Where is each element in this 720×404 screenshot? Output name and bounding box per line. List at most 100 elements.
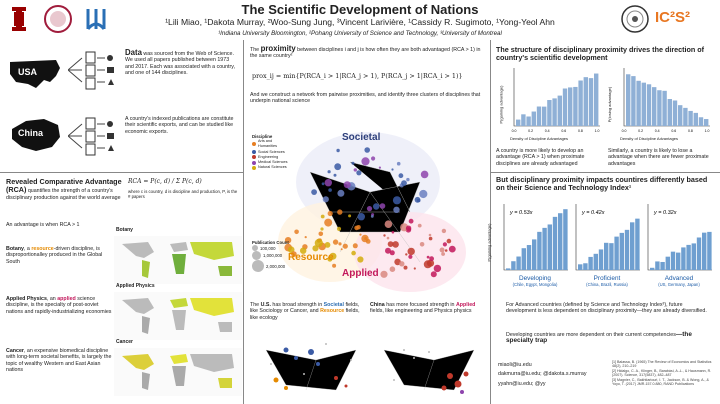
network-node (348, 214, 352, 218)
references: [1] Balassa, B. (1965) The Review of Eco… (612, 360, 716, 386)
impact-bar (583, 263, 588, 270)
hist-bar (552, 98, 557, 126)
hist-bar (704, 119, 709, 126)
network-node (419, 242, 425, 247)
hist-bar (573, 86, 578, 126)
china-map-icon (12, 119, 60, 151)
network-node (318, 231, 324, 237)
network-node (391, 168, 394, 171)
usa-label: USA (18, 67, 38, 77)
impact-panel-proficient: y = 0.42x Proficient (China, Brazil, Russi… (572, 200, 642, 296)
network-node (416, 198, 421, 203)
network-node (403, 265, 408, 270)
impact-bar (670, 251, 676, 270)
impact-bar (521, 248, 526, 270)
hist-bar (641, 82, 646, 126)
network-node (364, 147, 370, 153)
network-node (314, 238, 323, 248)
hist-xtick: 0.2 (638, 129, 643, 133)
impact-bar (516, 256, 521, 270)
map-label-physics: Applied Physics (116, 283, 155, 289)
botany-text: Botany, a resource-driven discipline, is… (6, 246, 103, 265)
network-node (413, 267, 416, 270)
legend-label: Social Sciences (258, 149, 285, 154)
network-node (380, 270, 388, 278)
proximity-definition: The proximity between disciplines i and … (250, 44, 481, 60)
hist-bar (662, 90, 667, 126)
network-node (428, 236, 433, 241)
network-node (336, 226, 342, 231)
network-node (351, 161, 355, 165)
impact-bar (552, 216, 558, 270)
network-node (324, 179, 332, 187)
hist-bar (521, 114, 526, 126)
impact-bar (681, 247, 686, 270)
gain-histogram: 0.0 0.2 0.4 0.6 0.8 1.0 (512, 68, 600, 133)
network-node (446, 238, 452, 244)
network-node (321, 182, 325, 186)
impact-bar (624, 229, 630, 270)
hist-xtick: 0.8 (688, 129, 693, 133)
hist-xtick: 0.0 (622, 129, 627, 133)
impact-bar (655, 261, 660, 270)
network-node (429, 256, 434, 262)
data-description: Data was sourced from the Web of Science… (125, 48, 236, 77)
network-node (428, 233, 432, 237)
impact-bar (526, 245, 532, 270)
network-node (287, 246, 295, 253)
gain-caption: A country is more likely to develop an a… (496, 148, 585, 167)
network-node (389, 266, 396, 272)
hist-bar (547, 100, 552, 126)
hist-bar (688, 110, 693, 126)
impact-bar (614, 236, 619, 270)
reference-1: [1] Balassa, B. (1965) The Review of Eco… (612, 360, 712, 369)
impact-panel-sub: (China, Brazil, Russia) (586, 282, 628, 287)
impact-bar (686, 244, 691, 270)
network-node (396, 161, 401, 166)
institute-seal (620, 4, 650, 34)
gain-chart: P(gaining advantage) 0.0 0.2 0.4 0.6 0.8 1.0 … (496, 66, 606, 146)
network-node (366, 206, 373, 212)
hist-bar (594, 73, 599, 126)
network-node (356, 225, 361, 230)
hist-xtick: 0.4 (655, 129, 660, 133)
proximity-formula: prox_ij = min{P(RCA_i > 1|RCA_j > 1), P(… (252, 72, 463, 80)
network-node (430, 271, 437, 278)
loss-chart: P(losing advantage) 0.0 0.2 0.4 0.6 0.8 1.0 D… (606, 66, 716, 146)
network-node (386, 236, 390, 240)
network-node (332, 239, 339, 245)
network-node (405, 225, 412, 231)
impact-bar (691, 243, 696, 270)
network-node (312, 245, 319, 252)
hist-xtick: 0.6 (561, 129, 566, 133)
impact-bar (604, 242, 609, 270)
rca-advantage: An advantage is when RCA > 1 (6, 222, 80, 228)
network-node (426, 255, 430, 259)
network-node (384, 220, 393, 228)
network-node (304, 236, 307, 239)
network-node (351, 250, 356, 256)
loss-caption: Similarly, a country is likely to lose a… (608, 148, 709, 167)
physics-text: Applied Physics, an applied science disc… (6, 296, 112, 315)
hist-bar (693, 112, 698, 126)
network-node (448, 245, 456, 253)
legend-swatch (252, 160, 256, 165)
impact-bar (635, 218, 640, 270)
impact-bar (696, 237, 702, 270)
network-node (334, 163, 342, 171)
hist-xtick: 0.4 (545, 129, 550, 133)
legend-item: Medical Sciences (252, 160, 292, 165)
china-map: China (6, 115, 64, 155)
impact-bar (532, 239, 537, 270)
network-node (338, 242, 342, 246)
hist-bar (667, 98, 672, 126)
cluster-label-resource: Resource (288, 252, 334, 263)
contact-email-2[interactable]: dakmurra@iu.edu; @dakota.s.murray (498, 371, 587, 378)
impact-bar (676, 252, 681, 270)
loss-xlabel: Density of Discipline Advantages (620, 136, 679, 141)
hist-bar (626, 74, 631, 126)
contact-email-3[interactable]: yyahn@iu.edu; @yy (498, 380, 546, 387)
contact-email-1[interactable]: miaoli@iu.edu (498, 362, 532, 368)
network-node (433, 264, 442, 273)
rca-maps: Botany Applied Physics Cancer (114, 227, 242, 400)
